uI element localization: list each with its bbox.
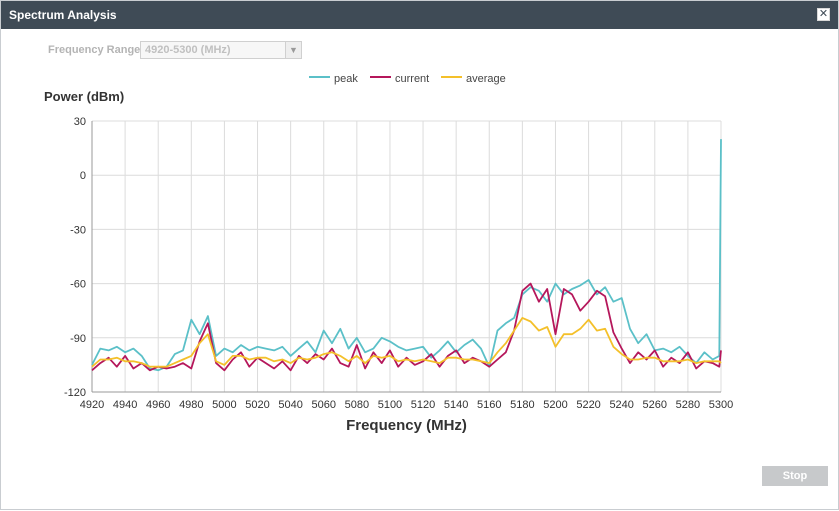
x-tick-label: 5000 bbox=[212, 399, 236, 411]
x-tick-label: 5180 bbox=[510, 399, 534, 411]
x-tick-label: 4960 bbox=[146, 399, 170, 411]
x-tick-label: 5200 bbox=[543, 399, 567, 411]
chevron-down-icon[interactable]: ▼ bbox=[285, 42, 301, 58]
frequency-range-select[interactable]: 4920-5300 (MHz) ▼ bbox=[140, 41, 302, 59]
x-axis-title: Frequency (MHz) bbox=[346, 417, 467, 434]
x-tick-label: 5020 bbox=[245, 399, 269, 411]
legend-label-peak: peak bbox=[334, 73, 358, 85]
title-bar[interactable]: Spectrum Analysis ✕ bbox=[1, 1, 838, 29]
legend-label-current: current bbox=[395, 73, 429, 85]
y-tick-label: 30 bbox=[74, 116, 86, 128]
frequency-range-label: Frequency Range: bbox=[48, 44, 144, 56]
frequency-range-value: 4920-5300 (MHz) bbox=[145, 44, 231, 56]
x-tick-label: 5240 bbox=[609, 399, 633, 411]
x-tick-label: 5220 bbox=[576, 399, 600, 411]
y-tick-label: -60 bbox=[70, 279, 86, 291]
y-tick-label: 0 bbox=[80, 170, 86, 182]
y-axis-title: Power (dBm) bbox=[44, 89, 124, 104]
x-tick-label: 5280 bbox=[676, 399, 700, 411]
x-tick-label: 5120 bbox=[411, 399, 435, 411]
x-tick-label: 5040 bbox=[278, 399, 302, 411]
stop-button[interactable]: Stop bbox=[762, 466, 828, 486]
x-tick-label: 4940 bbox=[113, 399, 137, 411]
x-tick-label: 5140 bbox=[444, 399, 468, 411]
x-tick-label: 4920 bbox=[80, 399, 104, 411]
x-tick-label: 5260 bbox=[643, 399, 667, 411]
x-tick-label: 5160 bbox=[477, 399, 501, 411]
series-line-average bbox=[91, 316, 722, 368]
x-tick-label: 5080 bbox=[345, 399, 369, 411]
window-title: Spectrum Analysis bbox=[9, 8, 117, 22]
x-tick-label: 5100 bbox=[378, 399, 402, 411]
x-tick-label: 4980 bbox=[179, 399, 203, 411]
close-icon[interactable]: ✕ bbox=[817, 8, 830, 21]
x-tick-label: 5060 bbox=[311, 399, 335, 411]
y-tick-label: -30 bbox=[70, 224, 86, 236]
x-tick-label: 5300 bbox=[709, 399, 733, 411]
y-tick-label: -90 bbox=[70, 333, 86, 345]
legend-label-average: average bbox=[466, 73, 506, 85]
series-line-peak bbox=[91, 139, 722, 372]
y-tick-label: -120 bbox=[64, 387, 86, 399]
